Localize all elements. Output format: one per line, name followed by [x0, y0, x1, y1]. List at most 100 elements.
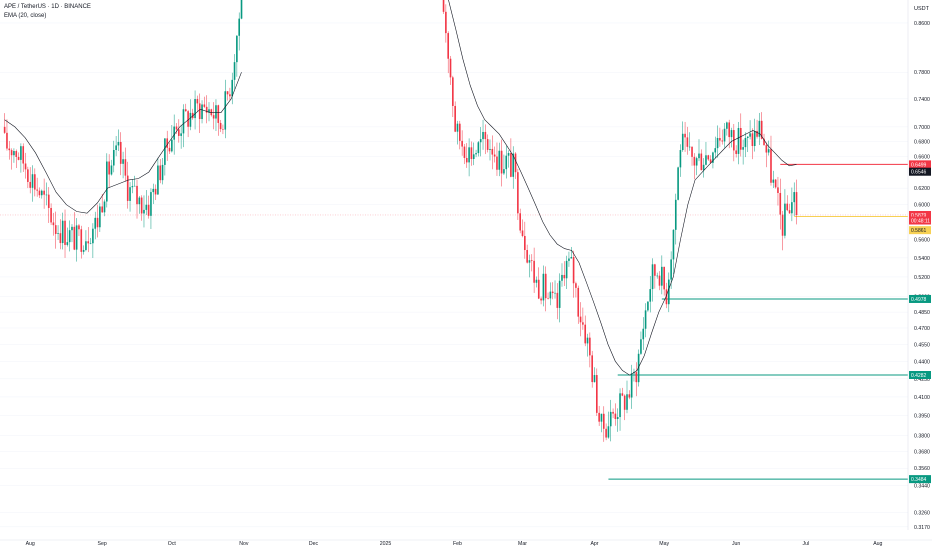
candle-body[interactable]: [667, 279, 670, 305]
candle-body[interactable]: [786, 203, 789, 211]
price-tag-last-close[interactable]: [909, 226, 931, 235]
candle-body[interactable]: [103, 201, 106, 213]
candle-body[interactable]: [568, 258, 570, 261]
candle-body[interactable]: [82, 249, 85, 252]
candle-body[interactable]: [693, 156, 696, 166]
candle-body[interactable]: [222, 129, 224, 130]
candle-body[interactable]: [714, 148, 717, 153]
symbol-title[interactable]: APE / TetherUS · 1D · BINANCE: [4, 4, 91, 10]
candle-body[interactable]: [528, 260, 531, 263]
candle-body[interactable]: [570, 257, 573, 259]
candle-body[interactable]: [640, 339, 642, 354]
candle-body[interactable]: [161, 164, 164, 181]
candle-body[interactable]: [756, 130, 758, 137]
candle-body[interactable]: [8, 148, 11, 151]
candle-body[interactable]: [80, 229, 83, 252]
candle-body[interactable]: [665, 289, 668, 305]
candle-body[interactable]: [637, 353, 640, 383]
candle-body[interactable]: [795, 192, 798, 215]
price-tag-resistance[interactable]: [909, 160, 931, 169]
candle-body[interactable]: [15, 151, 18, 157]
candle-body[interactable]: [519, 213, 521, 231]
candle-body[interactable]: [602, 413, 605, 429]
candle-body[interactable]: [707, 155, 710, 160]
candle-body[interactable]: [184, 109, 187, 112]
candle-body[interactable]: [763, 138, 765, 146]
candle-body[interactable]: [479, 139, 482, 143]
candle-body[interactable]: [447, 33, 450, 59]
candle-body[interactable]: [739, 128, 742, 150]
candle-body[interactable]: [642, 328, 645, 340]
candle-body[interactable]: [96, 217, 99, 228]
candle-body[interactable]: [236, 35, 238, 63]
candle-body[interactable]: [746, 136, 749, 138]
candle-body[interactable]: [87, 241, 90, 244]
candle-body[interactable]: [99, 206, 101, 228]
candle-body[interactable]: [777, 187, 779, 193]
candle-body[interactable]: [498, 150, 501, 170]
candle-body[interactable]: [721, 140, 724, 142]
candle-body[interactable]: [66, 242, 69, 245]
candle-body[interactable]: [670, 259, 672, 280]
candle-body[interactable]: [59, 233, 62, 244]
candle-body[interactable]: [591, 355, 593, 383]
candle-body[interactable]: [510, 153, 512, 177]
candle-body[interactable]: [556, 292, 559, 308]
candle-body[interactable]: [723, 128, 726, 142]
candle-body[interactable]: [565, 260, 568, 279]
candle-body[interactable]: [644, 310, 647, 329]
candle-body[interactable]: [94, 217, 97, 229]
candle-body[interactable]: [503, 169, 505, 174]
candle-body[interactable]: [547, 298, 549, 299]
candle-body[interactable]: [54, 225, 57, 234]
candle-body[interactable]: [212, 115, 215, 119]
candle-body[interactable]: [542, 273, 545, 301]
candle-body[interactable]: [593, 375, 596, 383]
candle-body[interactable]: [537, 279, 540, 299]
candle-body[interactable]: [582, 322, 584, 325]
candle-body[interactable]: [17, 156, 20, 160]
candle-body[interactable]: [709, 159, 712, 163]
candle-body[interactable]: [22, 146, 25, 164]
candle-body[interactable]: [38, 190, 41, 196]
candle-body[interactable]: [605, 428, 607, 438]
candle-body[interactable]: [651, 264, 654, 290]
candle-body[interactable]: [619, 393, 621, 418]
candle-body[interactable]: [50, 207, 52, 223]
candle-body[interactable]: [749, 133, 751, 137]
candle-body[interactable]: [784, 203, 786, 236]
candle-body[interactable]: [445, 11, 447, 34]
candle-body[interactable]: [238, 18, 241, 36]
candle-body[interactable]: [78, 225, 80, 230]
candle-body[interactable]: [558, 280, 561, 308]
candle-body[interactable]: [751, 133, 754, 147]
candle-body[interactable]: [29, 181, 32, 188]
candle-body[interactable]: [108, 161, 110, 175]
candle-body[interactable]: [133, 185, 136, 187]
candle-body[interactable]: [679, 150, 682, 168]
price-tag-last-price[interactable]: [909, 210, 931, 219]
candle-body[interactable]: [507, 153, 510, 156]
candle-body[interactable]: [119, 141, 122, 164]
candle-body[interactable]: [770, 149, 772, 183]
candle-body[interactable]: [726, 122, 728, 129]
price-tag-support[interactable]: [909, 475, 931, 484]
candle-body[interactable]: [231, 79, 234, 97]
candle-body[interactable]: [201, 104, 203, 120]
candle-body[interactable]: [477, 142, 480, 154]
candle-body[interactable]: [57, 233, 59, 234]
candle-body[interactable]: [131, 186, 134, 188]
candle-body[interactable]: [157, 165, 159, 195]
candle-body[interactable]: [730, 130, 733, 138]
candle-body[interactable]: [159, 165, 162, 181]
candle-body[interactable]: [6, 132, 8, 149]
candle-body[interactable]: [540, 298, 542, 301]
candle-body[interactable]: [145, 204, 148, 210]
candle-body[interactable]: [136, 185, 138, 205]
candle-body[interactable]: [514, 153, 517, 173]
candle-body[interactable]: [584, 324, 587, 344]
candle-body[interactable]: [13, 151, 15, 156]
candle-body[interactable]: [468, 147, 470, 163]
